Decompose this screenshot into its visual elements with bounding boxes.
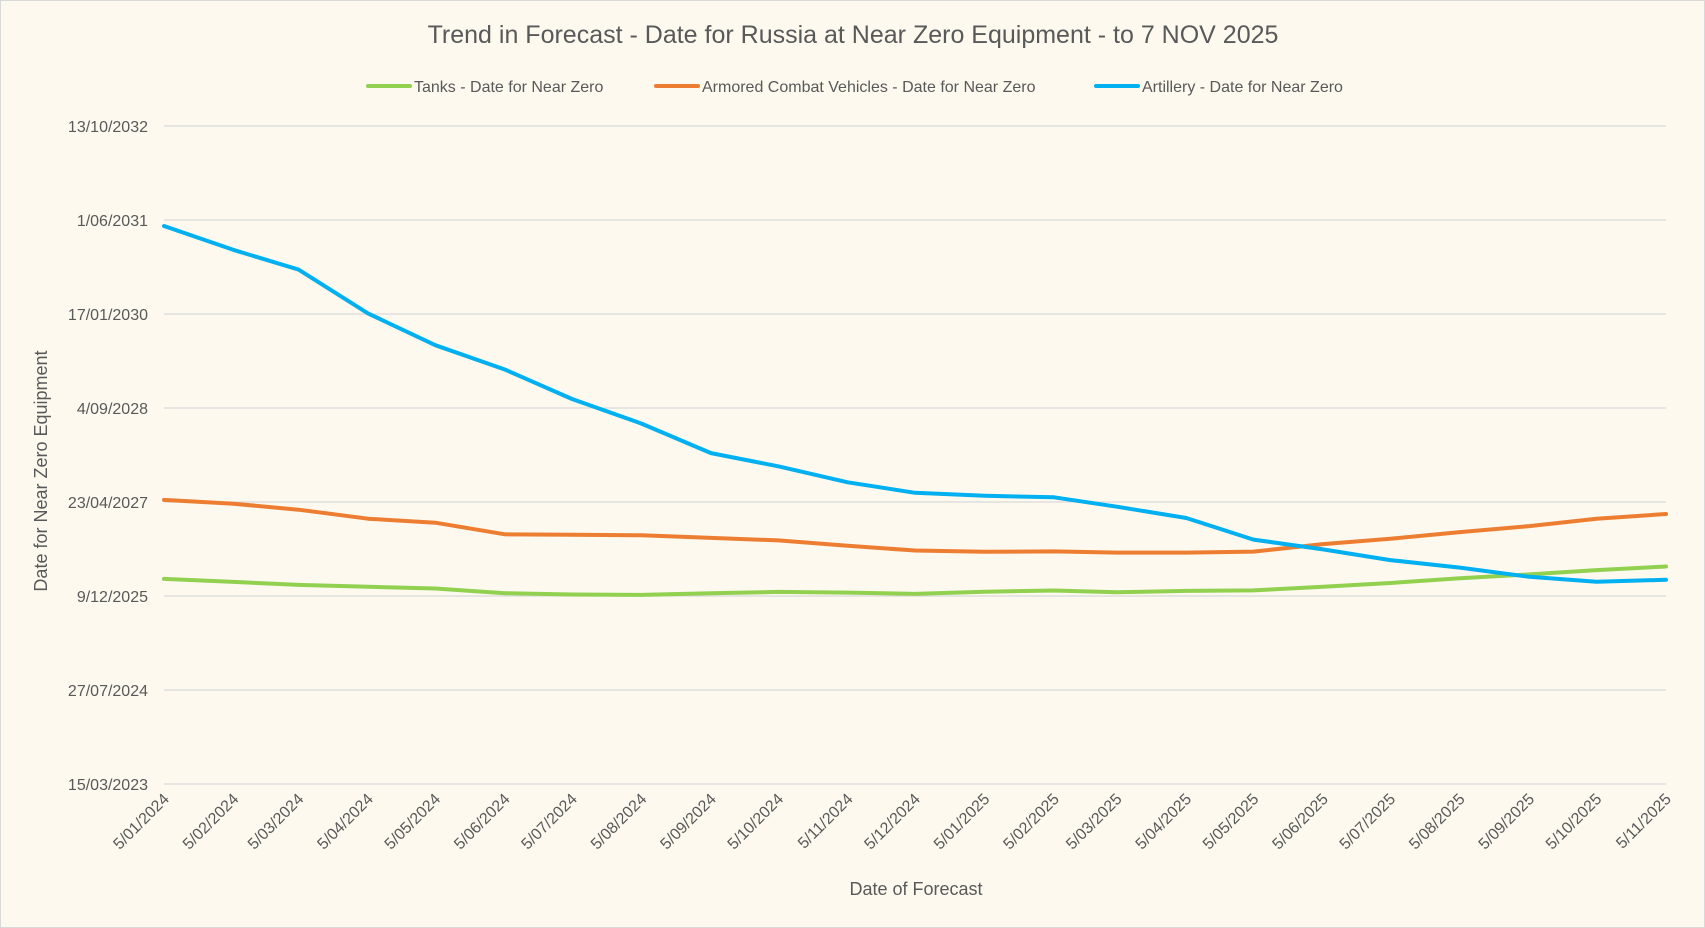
x-tick-label: 5/10/2024 xyxy=(725,791,787,853)
x-tick-label: 5/06/2025 xyxy=(1269,791,1331,853)
y-tick-label: 4/09/2028 xyxy=(77,401,148,418)
x-tick-label: 5/03/2024 xyxy=(245,791,307,853)
y-tick-label: 17/01/2030 xyxy=(68,307,148,324)
x-tick-label: 5/12/2024 xyxy=(861,791,923,853)
x-tick-label: 5/05/2024 xyxy=(382,791,444,853)
y-tick-label: 13/10/2032 xyxy=(68,119,148,136)
x-tick-label: 5/05/2025 xyxy=(1200,791,1262,853)
legend-label-artillery-date-for-near-zero: Artillery - Date for Near Zero xyxy=(1142,79,1343,96)
x-tick-label: 5/07/2024 xyxy=(518,791,580,853)
series-lines xyxy=(162,224,1668,597)
x-tick-label: 5/11/2024 xyxy=(795,791,857,853)
legend-label-tanks-date-for-near-zero: Tanks - Date for Near Zero xyxy=(414,79,604,96)
x-tick-label: 5/09/2025 xyxy=(1476,791,1538,853)
x-tick-label: 5/01/2024 xyxy=(110,791,172,853)
series-line-tanks-date-for-near-zero xyxy=(162,564,1668,597)
x-tick-label: 5/06/2024 xyxy=(451,791,513,853)
y-tick-label: 9/12/2025 xyxy=(77,589,148,606)
y-axis-label: Date for Near Zero Equipment xyxy=(31,350,51,591)
x-tick-label: 5/08/2025 xyxy=(1406,791,1468,853)
x-tick-label: 5/04/2025 xyxy=(1133,791,1195,853)
y-tick-label: 27/07/2024 xyxy=(68,683,148,700)
series-line-artillery-date-for-near-zero xyxy=(162,224,1668,584)
y-tick-label: 1/06/2031 xyxy=(77,213,148,230)
y-tick-label: 23/04/2027 xyxy=(68,495,148,512)
x-tick-label: 5/08/2024 xyxy=(588,791,650,853)
x-tick-label: 5/01/2025 xyxy=(931,791,993,853)
x-tick-label: 5/10/2025 xyxy=(1543,791,1605,853)
x-axis-label: Date of Forecast xyxy=(849,879,982,899)
y-tick-label: 15/03/2023 xyxy=(68,777,148,794)
x-tick-label: 5/03/2025 xyxy=(1063,791,1125,853)
y-axis-ticks: 15/03/2023 27/07/2024 9/12/2025 23/04/2027 4… xyxy=(68,119,148,794)
gridlines xyxy=(164,125,1666,785)
x-tick-label: 5/04/2024 xyxy=(314,791,376,853)
chart-legend: Tanks - Date for Near Zero Armored Combat… xyxy=(366,79,1343,96)
x-tick-label: 5/11/2025 xyxy=(1613,791,1675,853)
x-axis-ticks: 5/01/2024 5/02/2024 5/03/2024 5/04/2024 5/05… xyxy=(110,791,1674,853)
x-tick-label: 5/02/2024 xyxy=(180,791,242,853)
x-tick-label: 5/02/2025 xyxy=(1000,791,1062,853)
legend-label-armored-combat-vehicles-date-for-near-zero: Armored Combat Vehicles - Date for Near … xyxy=(702,79,1036,96)
chart-title: Trend in Forecast - Date for Russia at N… xyxy=(428,21,1279,49)
x-tick-label: 5/09/2024 xyxy=(657,791,719,853)
series-line-armored-combat-vehicles-date-for-near-zero xyxy=(162,497,1668,555)
x-tick-label: 5/07/2025 xyxy=(1337,791,1399,853)
